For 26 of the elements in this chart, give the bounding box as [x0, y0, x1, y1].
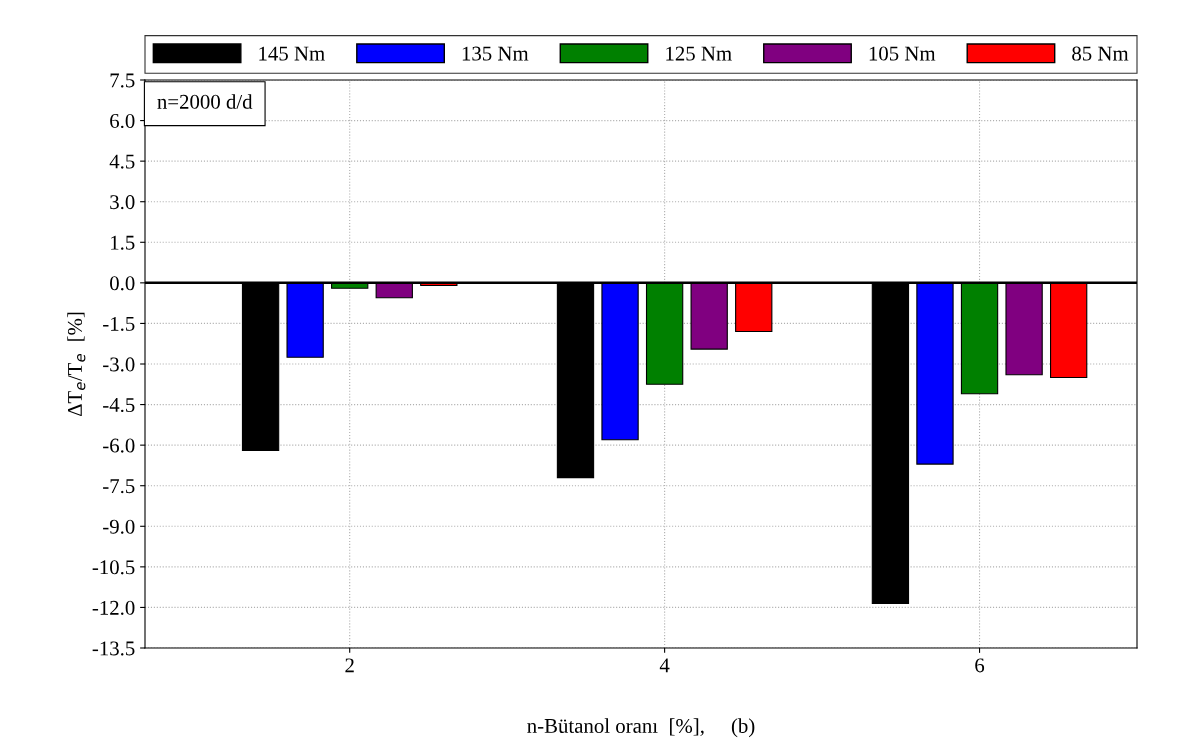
legend-label: 85 Nm: [1072, 46, 1129, 61]
x-tick-label: 2: [345, 658, 354, 673]
y-tick-label: -6.0: [103, 438, 135, 453]
x-tick-label: 4: [659, 658, 670, 673]
y-tick-label: 6.0: [110, 113, 135, 129]
legend-label: 145 Nm: [259, 46, 325, 61]
y-tick-label: -4.5: [103, 398, 135, 413]
y-tick-label: 4.5: [109, 154, 135, 169]
legend-label: 135 Nm: [462, 46, 529, 61]
y-tick-label: -1.5: [103, 316, 135, 331]
y-tick-label: -13.5: [92, 641, 135, 656]
y-tick-label: -7.5: [103, 479, 135, 494]
annotation: n=2000 d/d: [157, 94, 253, 109]
y-tick-label: -3.0: [103, 357, 135, 372]
y-axis-title: ΔT$_{e}$/T$_{e}$ [%]: [67, 312, 86, 417]
x-axis-title: n-Bütanol oranı [%], (b): [527, 718, 755, 738]
legend-label: 125 Nm: [666, 46, 732, 61]
y-tick-label: 3.0: [110, 195, 135, 210]
y-tick-label: 7.5: [110, 73, 135, 88]
y-tick-label: -12.0: [92, 600, 135, 615]
y-tick-label: 1.5: [111, 235, 135, 250]
legend-label: 105 Nm: [869, 46, 936, 61]
x-tick-label: 6: [975, 658, 985, 673]
y-tick-label: -9.0: [103, 519, 135, 534]
y-tick-label: -10.5: [92, 560, 135, 575]
y-tick-label: 0.0: [110, 276, 135, 291]
